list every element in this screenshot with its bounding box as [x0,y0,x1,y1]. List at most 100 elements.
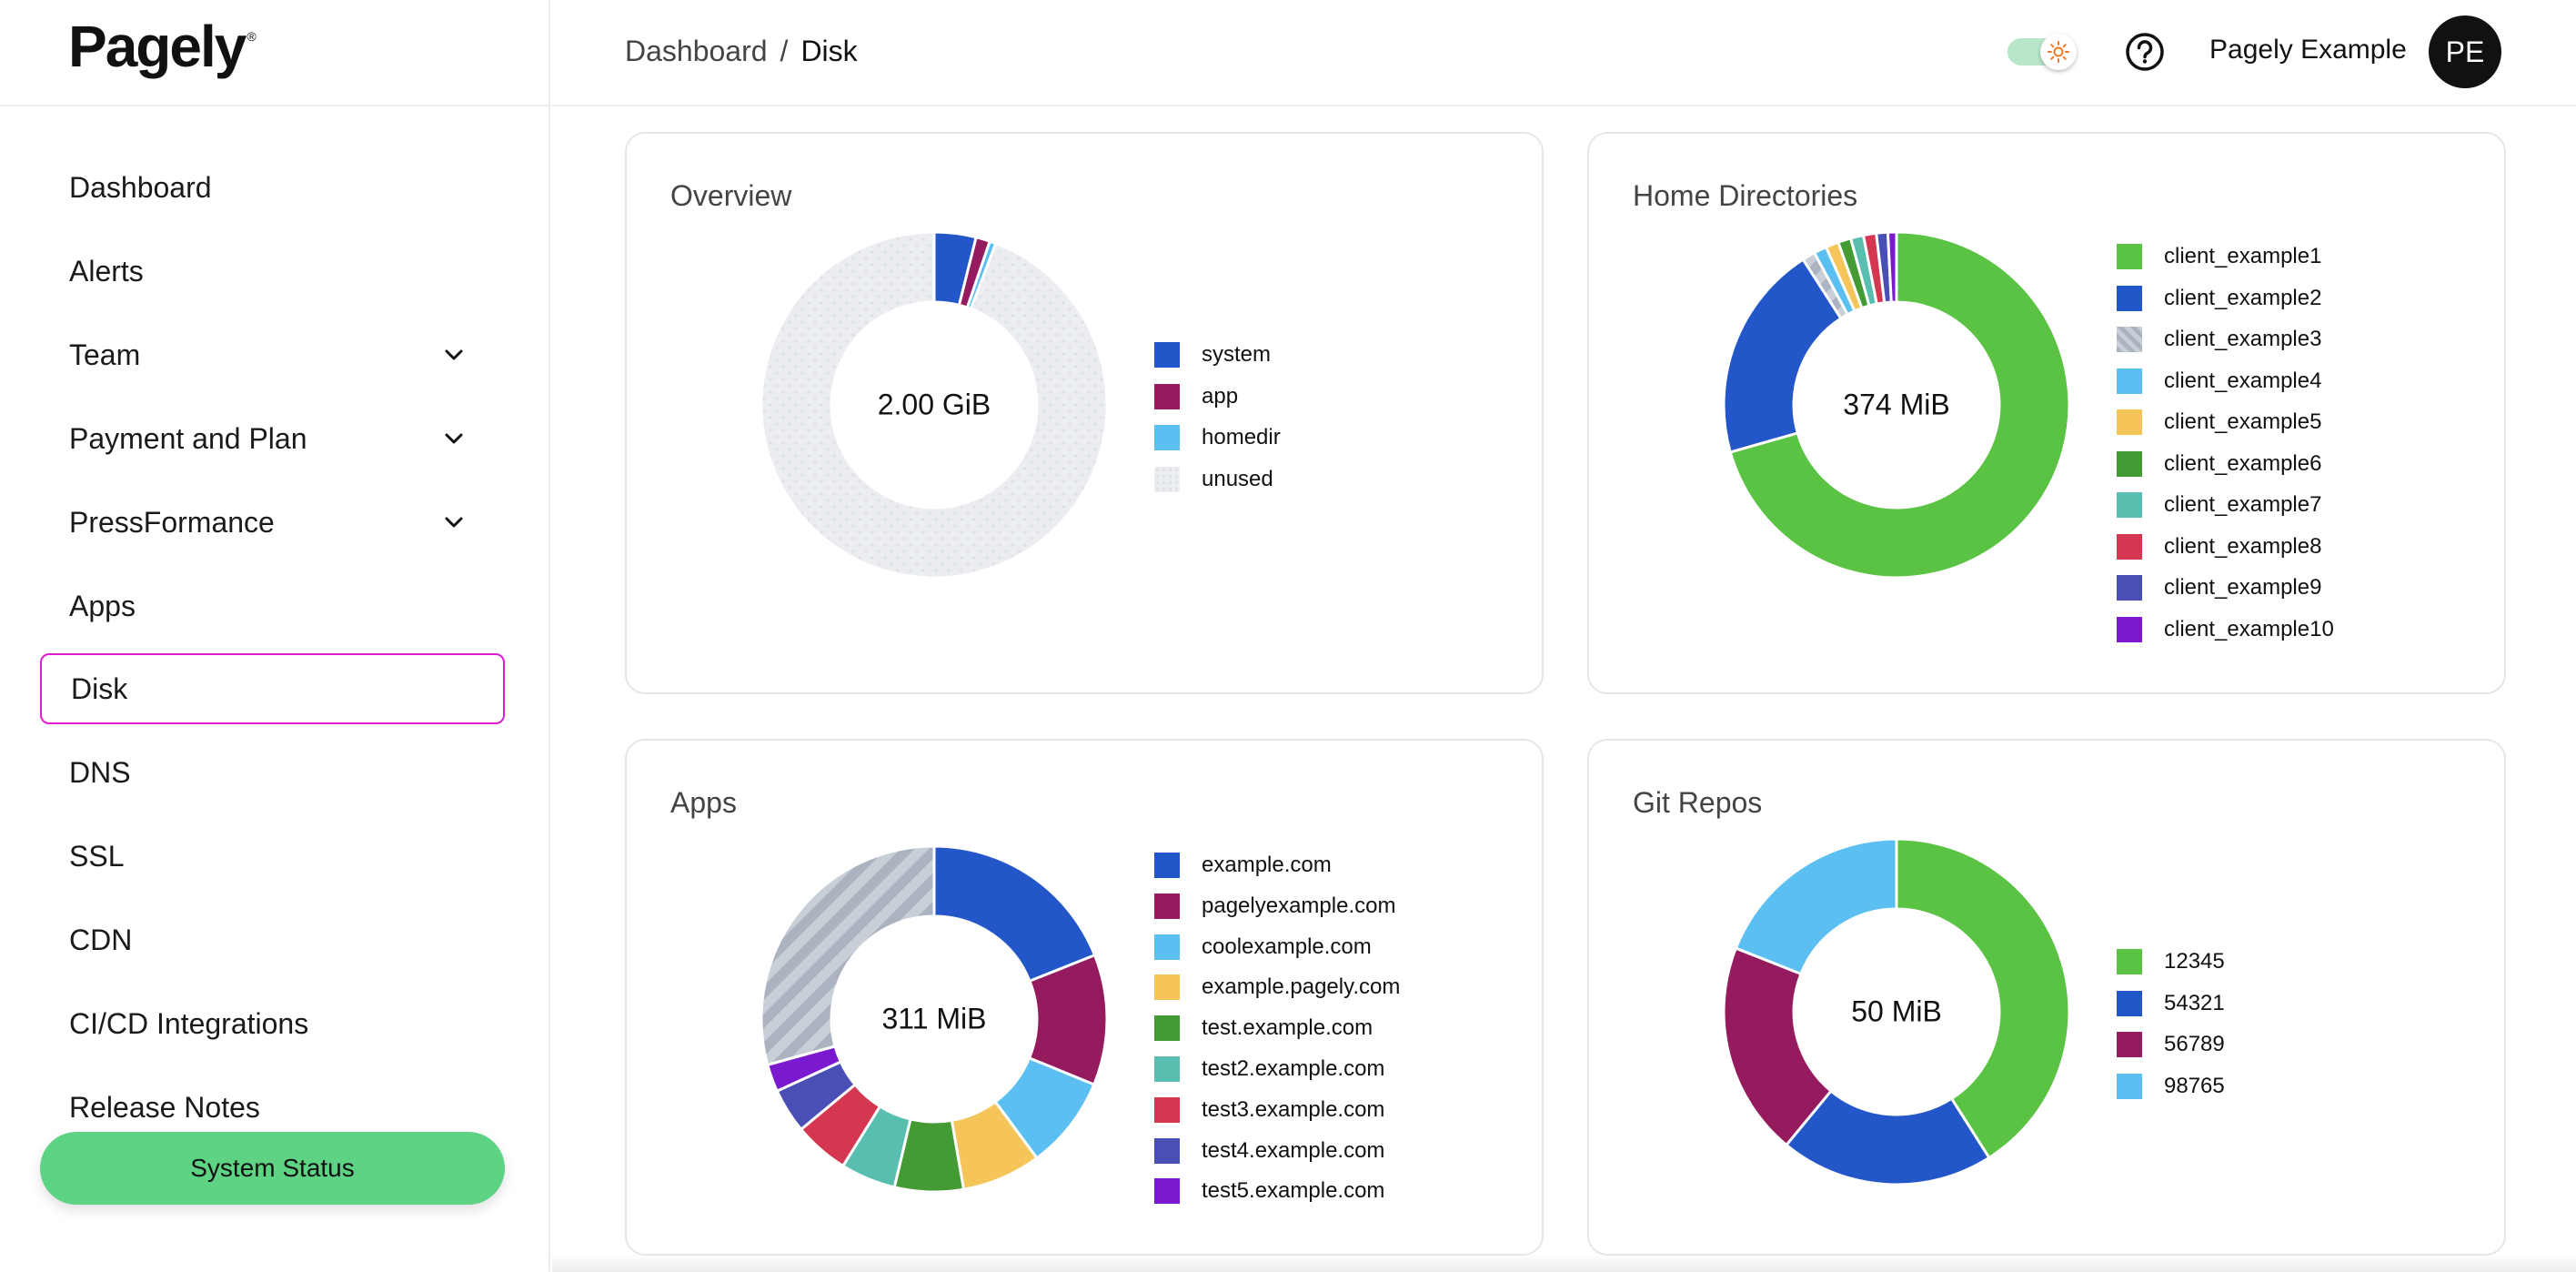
sidebar-item-alerts[interactable]: Alerts [40,236,505,307]
legend-item[interactable]: client_example2 [2117,285,2321,312]
donut-chart [760,844,1109,1194]
legend-swatch [2117,533,2142,560]
legend-swatch [2117,285,2142,311]
logo-registered-mark: ® [247,29,257,44]
legend-swatch [1154,1178,1180,1205]
legend-item[interactable]: client_example7 [2117,491,2321,519]
legend-item[interactable]: client_example5 [2117,409,2321,436]
donut-chart [1722,230,2071,580]
legend-item[interactable]: 56789 [2117,1031,2225,1058]
legend-label: 98765 [2164,1073,2225,1098]
donut-slice-client-example10[interactable] [1886,230,1898,304]
sidebar-item-label: SSL [69,839,125,873]
sidebar-item-label: Dashboard [69,170,212,204]
legend-item[interactable]: test2.example.com [1154,1055,1384,1083]
donut-slice-example-com[interactable] [932,844,1097,983]
overview-card: Overview 2.00 GiB system app homedir unused [625,132,1544,694]
sidebar-item-dns[interactable]: DNS [40,737,505,808]
legend-item[interactable]: 98765 [2117,1073,2225,1100]
legend-label: client_example6 [2164,450,2322,476]
legend-item[interactable]: 12345 [2117,948,2225,975]
legend-item[interactable]: client_example1 [2117,243,2321,270]
avatar[interactable]: PE [2429,15,2501,88]
donut-slice-unused[interactable] [760,230,1109,580]
legend-label: client_example8 [2164,533,2322,559]
chart-title: Home Directories [1633,179,1858,212]
legend-swatch [1154,1056,1180,1082]
legend-label: client_example10 [2164,616,2334,641]
legend-swatch [1154,934,1180,960]
sun-icon [2048,41,2069,63]
donut-slice-12345[interactable] [1895,837,2071,1159]
sidebar-item-payment-and-plan[interactable]: Payment and Plan [40,403,505,474]
legend-swatch [2117,949,2142,974]
chart-title: Git Repos [1633,786,1763,819]
chevron-down-icon[interactable] [443,344,465,366]
legend-item[interactable]: client_example8 [2117,533,2321,560]
legend-item[interactable]: unused [1154,466,1273,493]
pagely-logo[interactable]: Pagely ® [68,13,257,80]
chart-title: Overview [670,179,792,212]
help-circle-icon[interactable] [2124,31,2166,73]
sidebar-item-team[interactable]: Team [40,319,505,390]
legend-item[interactable]: example.com [1154,852,1332,879]
legend-swatch [1154,466,1180,492]
donut-slice-other[interactable] [760,844,936,1066]
legend-item[interactable]: client_example4 [2117,368,2321,395]
sidebar-item-ssl[interactable]: SSL [40,821,505,892]
sidebar-item-label: CI/CD Integrations [69,1006,309,1040]
sidebar-item-apps[interactable]: Apps [40,570,505,641]
legend-item[interactable]: coolexample.com [1154,934,1372,961]
legend-swatch [2117,990,2142,1016]
legend-label: test5.example.com [1202,1178,1385,1204]
legend-item[interactable]: client_example9 [2117,574,2321,601]
sidebar-item-cdn[interactable]: CDN [40,904,505,975]
breadcrumb-separator: / [780,35,789,67]
chevron-down-icon[interactable] [443,511,465,533]
legend-item[interactable]: homedir [1154,424,1281,451]
theme-toggle[interactable] [2007,34,2077,70]
sidebar-item-disk[interactable]: Disk [40,653,505,724]
sidebar-item-label: Release Notes [69,1090,260,1124]
legend-label: homedir [1202,425,1281,449]
donut-slice-98765[interactable] [1734,837,1898,975]
legend-item[interactable]: pagelyexample.com [1154,893,1395,920]
legend-item[interactable]: test3.example.com [1154,1096,1384,1124]
sidebar-item-label: Apps [69,589,136,622]
legend-swatch [1154,425,1180,450]
legend-item[interactable]: test4.example.com [1154,1137,1384,1165]
legend-swatch [2117,575,2142,601]
donut-slice-client-example2[interactable] [1722,257,1843,454]
legend-item[interactable]: example.pagely.com [1154,974,1400,1001]
legend-item[interactable]: client_example3 [2117,326,2321,353]
chevron-down-icon[interactable] [443,428,465,449]
legend-label: test4.example.com [1202,1137,1385,1163]
system-status-button[interactable]: System Status [40,1132,505,1205]
legend-label: client_example1 [2164,244,2322,268]
donut-center-total: 50 MiB [1851,994,1942,1028]
user-name[interactable]: Pagely Example [2209,35,2407,65]
donut-slice-client-example1[interactable] [1728,230,2071,580]
donut-center-total: 2.00 GiB [877,388,991,421]
sidebar-item-pressformance[interactable]: PressFormance [40,487,505,558]
legend-swatch [2117,616,2142,642]
legend-label: client_example7 [2164,492,2322,517]
legend-item[interactable]: test.example.com [1154,1015,1373,1042]
legend-item[interactable]: 54321 [2117,990,2225,1017]
legend-swatch [1154,1137,1180,1164]
legend-swatch [2117,492,2142,518]
sidebar-item-release-notes[interactable]: Release Notes [40,1072,505,1143]
breadcrumb: Dashboard / Disk [625,35,858,68]
breadcrumb-dashboard-link[interactable]: Dashboard [625,35,768,67]
legend-label: client_example5 [2164,409,2322,434]
legend-item[interactable]: client_example10 [2117,616,2334,643]
sidebar-item-dashboard[interactable]: Dashboard [40,152,505,223]
sidebar-item-label: Team [69,338,141,371]
legend-item[interactable]: system [1154,341,1271,368]
legend-label: test3.example.com [1202,1096,1385,1122]
legend-item[interactable]: test5.example.com [1154,1177,1384,1205]
legend-item[interactable]: client_example6 [2117,450,2321,478]
legend-label: client_example3 [2164,327,2322,351]
legend-item[interactable]: app [1154,383,1238,410]
sidebar-item-cicd-integrations[interactable]: CI/CD Integrations [40,988,505,1059]
